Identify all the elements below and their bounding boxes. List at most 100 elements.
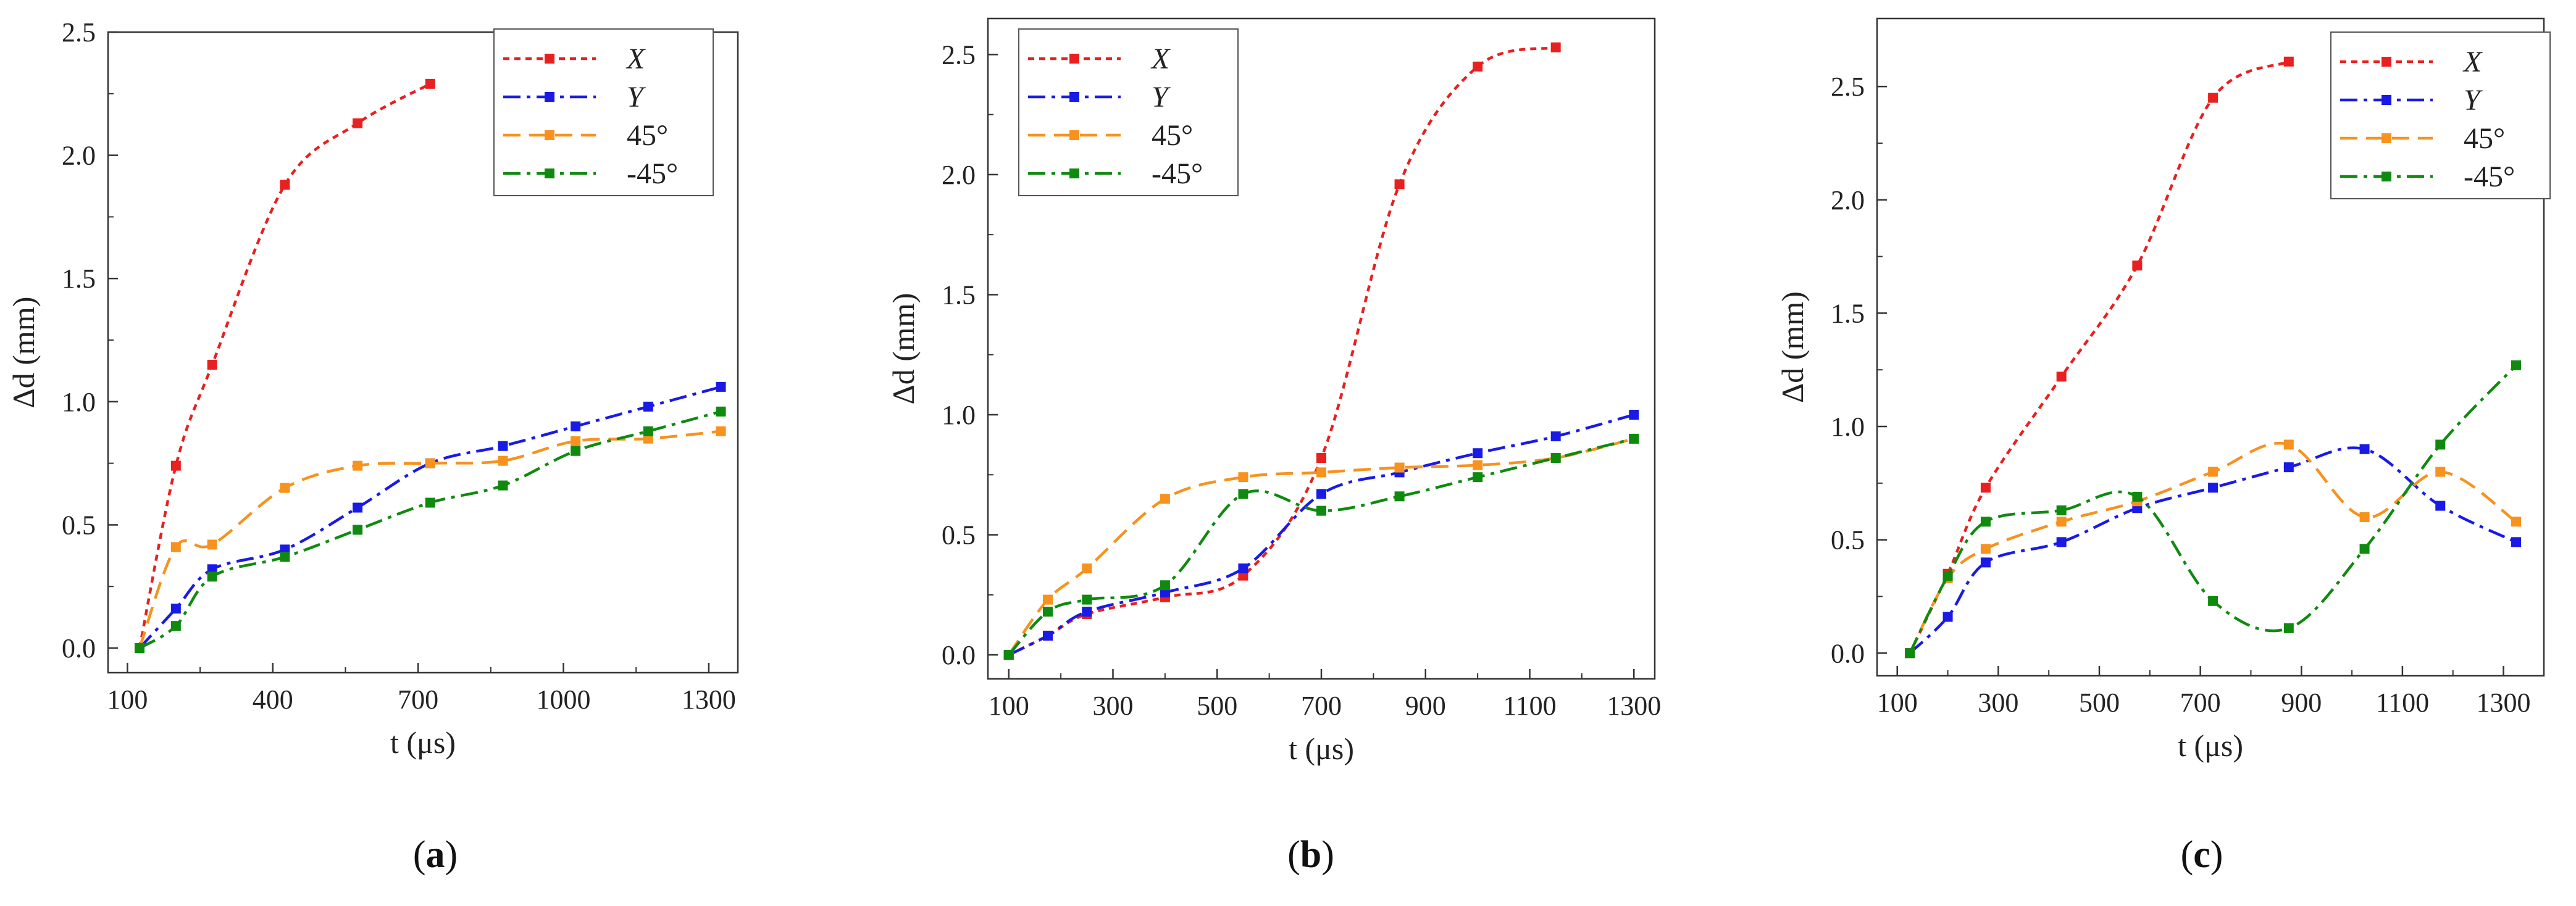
- x-tick-label: 300: [1093, 691, 1134, 721]
- data-point: [1980, 544, 1991, 554]
- data-point: [207, 359, 217, 370]
- data-point: [1043, 594, 1053, 605]
- data-point: [1316, 505, 1326, 516]
- data-point: [1043, 630, 1053, 641]
- legend-marker: [1069, 130, 1079, 140]
- data-point: [1394, 179, 1405, 189]
- y-tick-label: 0.0: [942, 640, 976, 670]
- series-line-3: [1909, 364, 2517, 654]
- y-tick-label: 1.0: [62, 387, 96, 417]
- data-point: [1160, 494, 1170, 504]
- series-line-0: [1008, 46, 1557, 657]
- data-point: [1316, 489, 1326, 499]
- data-point: [280, 180, 290, 190]
- x-tick-label: 300: [1978, 688, 2018, 718]
- data-point: [2511, 517, 2521, 527]
- y-tick-label: 0.0: [1831, 638, 1865, 668]
- data-point: [353, 502, 363, 513]
- data-point: [1043, 607, 1053, 617]
- data-point: [2056, 505, 2067, 515]
- x-tick-label: 1300: [1607, 691, 1661, 721]
- y-tick-label: 1.5: [62, 264, 96, 294]
- legend-box: [2330, 31, 2551, 199]
- legend-box: [493, 28, 714, 196]
- data-point: [2208, 467, 2218, 477]
- data-point: [1316, 453, 1326, 463]
- x-axis-label: t (μs): [390, 725, 456, 760]
- series-line-0: [138, 82, 431, 649]
- x-tick-label: 700: [398, 684, 438, 715]
- data-point: [280, 552, 290, 562]
- legend-marker: [2382, 172, 2391, 181]
- x-tick-label: 100: [1877, 688, 1918, 718]
- caption-letter-c: c: [2193, 834, 2210, 876]
- data-point: [2283, 56, 2294, 67]
- y-tick-label: 2.5: [62, 17, 96, 48]
- data-point: [1629, 410, 1639, 420]
- data-point: [1316, 467, 1326, 478]
- data-point: [1980, 517, 1991, 527]
- data-point: [207, 571, 217, 582]
- legend-marker: [2382, 57, 2391, 67]
- x-tick-label: 100: [107, 684, 148, 715]
- x-tick-label: 1100: [1503, 691, 1556, 721]
- series-line-1: [1909, 446, 2517, 654]
- data-point: [2359, 544, 2370, 554]
- data-point: [2056, 537, 2067, 547]
- data-point: [1550, 431, 1561, 442]
- data-point: [2511, 537, 2521, 547]
- x-tick-label: 500: [1197, 691, 1237, 721]
- y-tick-label: 2.0: [1831, 185, 1865, 215]
- y-axis-label: Δd (mm): [6, 297, 41, 409]
- legend-marker: [1069, 168, 1079, 178]
- data-point: [1905, 648, 1915, 659]
- series-line-2: [1909, 442, 2517, 654]
- legend-label: X: [1150, 43, 1171, 75]
- data-point: [2435, 467, 2446, 477]
- x-axis-label: t (μs): [1289, 731, 1354, 766]
- legend-label: Y: [2464, 84, 2483, 117]
- legend-label: 45°: [2464, 122, 2505, 155]
- caption-a: (a): [412, 834, 458, 876]
- data-point: [425, 458, 435, 468]
- chart-panel-c: 100 300 500 700 900 1100 1300 0.0 0.5 1.0 1.5 2.0 2.…: [1775, 17, 2551, 763]
- data-point: [2132, 491, 2143, 502]
- data-point: [1629, 433, 1639, 444]
- data-point: [1473, 448, 1483, 459]
- data-point: [1473, 460, 1483, 470]
- caption-b: (b): [1287, 834, 1334, 876]
- data-point: [1980, 557, 1991, 568]
- plot-frame: [107, 31, 739, 674]
- data-point: [1942, 612, 1953, 622]
- data-point: [571, 421, 581, 431]
- x-tick-label: 400: [253, 684, 293, 715]
- data-point: [1082, 607, 1092, 617]
- x-tick-label: 1000: [537, 684, 591, 715]
- legend-marker: [1069, 92, 1079, 102]
- caption-letter-a: a: [425, 834, 445, 876]
- y-axis-label: Δd (mm): [886, 293, 921, 405]
- x-axis-label: t (μs): [2178, 728, 2243, 763]
- data-point: [170, 460, 181, 471]
- legend-label: -45°: [627, 157, 678, 190]
- legend-label: 45°: [1152, 119, 1193, 152]
- data-point: [1082, 594, 1092, 605]
- x-tick-label: 1300: [2477, 688, 2531, 718]
- data-point: [2208, 596, 2218, 606]
- data-point: [2056, 517, 2067, 527]
- series-line-2: [1007, 437, 1634, 656]
- series-line-3: [1008, 437, 1634, 656]
- plot-frame: [1876, 17, 2545, 677]
- x-tick-label: 100: [989, 691, 1029, 721]
- data-point: [1473, 61, 1483, 72]
- x-tick-label: 700: [1301, 691, 1342, 721]
- data-point: [353, 525, 363, 535]
- data-point: [2359, 512, 2370, 522]
- data-point: [135, 643, 144, 654]
- legend-marker: [545, 54, 554, 64]
- data-point: [207, 539, 217, 550]
- x-tick-label: 1100: [2376, 688, 2429, 718]
- y-tick-label: 1.5: [942, 280, 976, 310]
- data-point: [170, 604, 181, 614]
